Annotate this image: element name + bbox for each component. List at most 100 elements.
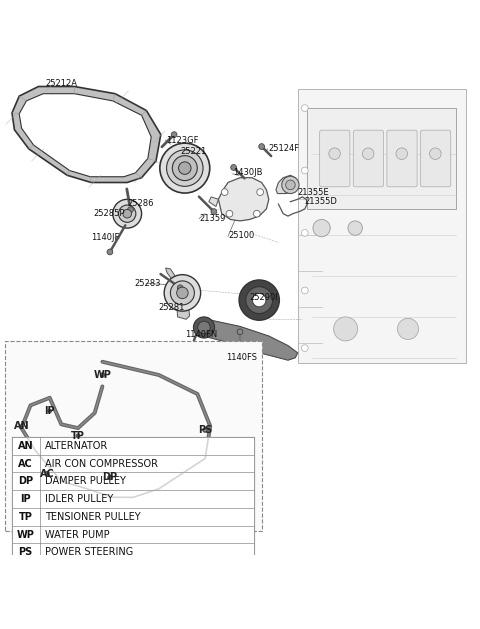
Circle shape: [160, 143, 210, 193]
Circle shape: [177, 285, 183, 291]
Polygon shape: [198, 320, 298, 360]
Circle shape: [48, 409, 51, 413]
Text: IP: IP: [20, 494, 31, 504]
Circle shape: [396, 148, 408, 160]
Circle shape: [239, 280, 279, 320]
FancyBboxPatch shape: [420, 130, 451, 187]
Bar: [12, 472, 254, 490]
Circle shape: [107, 249, 113, 255]
Text: 1140JF: 1140JF: [91, 233, 120, 242]
Circle shape: [167, 150, 203, 186]
Circle shape: [301, 287, 308, 294]
Text: IP: IP: [45, 406, 55, 416]
Polygon shape: [198, 320, 298, 360]
Text: 25281: 25281: [158, 303, 185, 312]
Circle shape: [259, 143, 264, 150]
FancyBboxPatch shape: [387, 130, 417, 187]
Circle shape: [362, 148, 374, 160]
Text: 25212A: 25212A: [46, 79, 78, 87]
Text: AN: AN: [13, 421, 29, 431]
Polygon shape: [209, 197, 218, 206]
Circle shape: [329, 148, 340, 160]
Circle shape: [334, 317, 358, 341]
Circle shape: [257, 189, 264, 196]
Circle shape: [253, 210, 260, 217]
FancyBboxPatch shape: [353, 130, 384, 187]
Circle shape: [119, 205, 136, 222]
Text: AC: AC: [18, 459, 33, 469]
Text: WATER PUMP: WATER PUMP: [45, 530, 109, 540]
Circle shape: [46, 472, 49, 476]
Circle shape: [282, 176, 299, 194]
Polygon shape: [307, 108, 456, 209]
Circle shape: [49, 410, 50, 412]
Circle shape: [128, 207, 133, 213]
Bar: [12, 437, 254, 455]
Circle shape: [301, 230, 308, 237]
Polygon shape: [276, 175, 298, 194]
Circle shape: [237, 329, 243, 335]
Text: WP: WP: [16, 530, 35, 540]
Text: PS: PS: [198, 425, 212, 435]
Bar: [12, 490, 254, 508]
Circle shape: [204, 429, 206, 431]
Text: DAMPER PULLEY: DAMPER PULLEY: [45, 476, 125, 486]
Circle shape: [177, 287, 188, 299]
Circle shape: [76, 434, 80, 437]
Text: 25286: 25286: [127, 199, 154, 208]
Text: WP: WP: [94, 370, 111, 380]
Circle shape: [397, 318, 419, 340]
Text: AC: AC: [40, 469, 55, 479]
Text: TP: TP: [19, 512, 32, 522]
Circle shape: [77, 435, 79, 437]
Text: 1123GF: 1123GF: [166, 136, 198, 145]
Circle shape: [286, 180, 295, 190]
Polygon shape: [177, 303, 190, 320]
Circle shape: [231, 165, 237, 170]
Polygon shape: [19, 94, 151, 177]
Circle shape: [226, 210, 233, 217]
Bar: [12, 455, 254, 472]
Bar: [5, 341, 262, 530]
Circle shape: [113, 199, 142, 228]
Circle shape: [301, 167, 308, 174]
Circle shape: [172, 155, 197, 181]
Circle shape: [301, 345, 308, 352]
Circle shape: [102, 374, 103, 376]
Text: PS: PS: [18, 547, 33, 557]
Text: 25124F: 25124F: [269, 145, 300, 153]
FancyBboxPatch shape: [320, 130, 350, 187]
Text: ALTERNATOR: ALTERNATOR: [45, 441, 108, 451]
Polygon shape: [12, 87, 161, 182]
Circle shape: [246, 287, 273, 313]
Circle shape: [164, 275, 201, 311]
Circle shape: [203, 428, 207, 432]
Text: 25290I: 25290I: [250, 293, 278, 302]
Text: 21355D: 21355D: [305, 198, 337, 206]
Circle shape: [108, 476, 112, 479]
Text: 21359: 21359: [199, 214, 226, 223]
Bar: [12, 508, 254, 526]
Circle shape: [101, 373, 104, 377]
Circle shape: [21, 426, 22, 427]
Circle shape: [211, 209, 217, 214]
Text: TP: TP: [71, 431, 85, 441]
Bar: [12, 526, 254, 543]
Bar: [12, 437, 254, 561]
Circle shape: [252, 293, 266, 307]
Text: AIR CON COMPRESSOR: AIR CON COMPRESSOR: [45, 459, 157, 469]
Polygon shape: [218, 178, 269, 221]
Circle shape: [197, 322, 203, 328]
Text: 1140FS: 1140FS: [226, 353, 257, 362]
Bar: [12, 543, 254, 561]
Text: AN: AN: [18, 441, 33, 451]
Text: POWER STEERING: POWER STEERING: [45, 547, 133, 557]
Circle shape: [348, 221, 362, 235]
Polygon shape: [166, 268, 180, 286]
Text: DP: DP: [103, 472, 118, 482]
Text: 21355E: 21355E: [298, 187, 329, 197]
Circle shape: [171, 131, 177, 138]
Text: DP: DP: [18, 476, 33, 486]
Text: 25285P: 25285P: [94, 209, 125, 218]
Circle shape: [170, 281, 194, 305]
